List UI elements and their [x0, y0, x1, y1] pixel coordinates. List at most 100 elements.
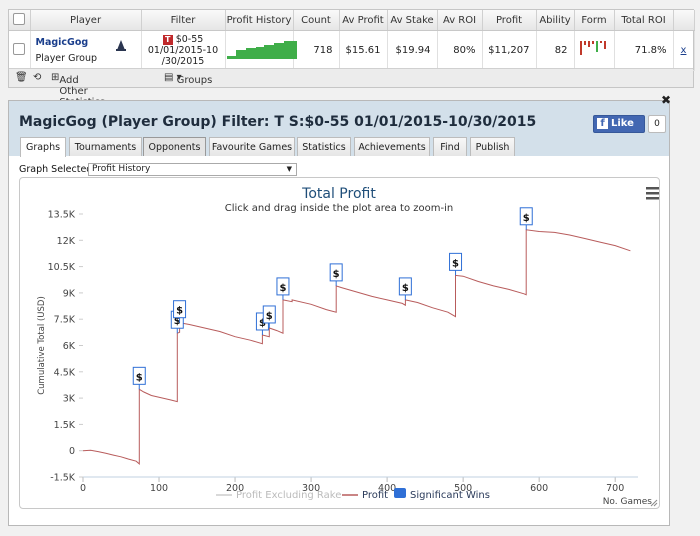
- wizard-hat-icon: [115, 40, 126, 51]
- dollar-icon: $: [136, 372, 143, 383]
- chart-menu-icon[interactable]: [646, 187, 659, 200]
- y-tick-label: 6K: [63, 341, 76, 352]
- col-profit[interactable]: Profit: [482, 10, 537, 31]
- filter-stake: $0-55: [175, 34, 204, 45]
- tab-tournaments[interactable]: Tournaments: [69, 137, 142, 156]
- menu-bar: [646, 197, 659, 200]
- chart-title: Total Profit: [301, 186, 376, 202]
- refresh-icon[interactable]: ⟲: [33, 72, 42, 83]
- select-all-checkbox-cell[interactable]: [9, 10, 31, 31]
- significant-win-marker: $: [449, 252, 463, 276]
- y-tick-label: 3K: [63, 394, 76, 405]
- like-count: 0: [648, 115, 666, 133]
- col-ability[interactable]: Ability: [536, 10, 575, 31]
- significant-win-marker: $: [173, 300, 187, 323]
- legend-item-excl-rake[interactable]: Profit Excluding Rake: [236, 490, 341, 501]
- y-tick-label: 4.5K: [54, 367, 76, 378]
- marker-box: [276, 277, 290, 296]
- groups-dropdown[interactable]: ▤ Groups ▾: [164, 72, 213, 86]
- marker-box: [262, 305, 276, 324]
- col-form[interactable]: Form: [574, 10, 615, 31]
- graph-selected-label: Graph Selected:: [19, 164, 96, 175]
- tab-graphs[interactable]: Graphs: [20, 137, 66, 157]
- tab-favourite-games[interactable]: Favourite Games: [209, 137, 295, 156]
- form-chart: [580, 41, 606, 55]
- select-all-checkbox[interactable]: [13, 12, 26, 25]
- significant-win-marker: $: [276, 277, 290, 300]
- x-tick-label: 600: [530, 483, 548, 494]
- x-tick-label: 0: [80, 483, 86, 494]
- col-av-stake[interactable]: Av Stake: [387, 10, 438, 31]
- y-tick-label: -1.5K: [50, 473, 76, 484]
- y-tick-label: 10.5K: [48, 262, 76, 273]
- facebook-like-button[interactable]: f Like: [593, 115, 645, 133]
- stats-toolbar: 🗑 ⟲ ⊞ Add Other Statistics ▤ Groups ▾: [9, 68, 693, 108]
- add-other-statistics-button[interactable]: ⊞ Add Other Statistics: [51, 72, 105, 108]
- dollar-icon: $: [523, 213, 530, 224]
- trash-icon[interactable]: 🗑: [15, 72, 28, 83]
- x-tick-label: 400: [378, 483, 396, 494]
- player-name-link[interactable]: MagicGog: [35, 37, 89, 48]
- significant-win-marker: $: [262, 305, 276, 328]
- ability-value: 82: [536, 30, 575, 71]
- marker-box: [519, 207, 533, 226]
- dollar-icon: $: [174, 316, 181, 327]
- legend-item-sig-wins[interactable]: Significant Wins: [410, 490, 490, 501]
- total-roi-value: 71.8%: [614, 30, 674, 71]
- menu-bar: [646, 187, 659, 190]
- significant-win-marker: $: [329, 263, 343, 286]
- profit-history-sparkline[interactable]: [226, 38, 298, 60]
- col-filter[interactable]: Filter: [141, 10, 226, 31]
- significant-win-marker: $: [519, 207, 533, 230]
- dollar-icon: $: [402, 283, 409, 294]
- tab-achievements[interactable]: Achievements: [354, 137, 430, 156]
- profit-series-line: [82, 229, 631, 465]
- chevron-down-icon: ▼: [286, 165, 292, 173]
- count-value: 718: [293, 30, 340, 71]
- filter-date-2: /30/2015: [161, 56, 205, 67]
- tab-publish[interactable]: Publish: [470, 137, 515, 156]
- tab-opponents[interactable]: Opponents: [143, 137, 206, 156]
- profit-chart[interactable]: Total Profit Click and drag inside the pl…: [19, 177, 660, 509]
- tab-statistics[interactable]: Statistics: [297, 137, 351, 156]
- marker-box: [449, 252, 463, 271]
- x-tick-label: 100: [150, 483, 168, 494]
- marker-box: [398, 277, 412, 296]
- av-profit-value: $15.61: [339, 30, 388, 71]
- y-tick-label: 13.5K: [48, 210, 76, 221]
- col-remove: [673, 10, 695, 31]
- row-checkbox[interactable]: [13, 43, 26, 55]
- tab-find[interactable]: Find: [433, 137, 467, 156]
- resize-handle-icon[interactable]: [650, 499, 658, 507]
- facebook-icon: f: [597, 118, 608, 129]
- y-tick-label: 7.5K: [54, 315, 76, 326]
- col-profit-history[interactable]: Profit History: [225, 10, 294, 31]
- table-row: MagicGog Player Group T $0-55 01/01/2015…: [9, 30, 695, 71]
- col-av-profit[interactable]: Av Profit: [339, 10, 388, 31]
- dollar-icon: $: [176, 306, 183, 317]
- tournament-type-icon: T: [162, 35, 173, 45]
- col-count[interactable]: Count: [293, 10, 340, 31]
- dollar-icon: $: [452, 258, 459, 269]
- panel-title: MagicGog (Player Group) Filter: T S:$0-5…: [19, 114, 537, 130]
- y-axis-title: Cumulative Total (USD): [37, 296, 47, 395]
- player-type: Player Group: [35, 53, 98, 64]
- dollar-icon: $: [333, 269, 340, 280]
- graph-select[interactable]: Profit History ▼: [88, 163, 297, 176]
- close-icon[interactable]: ✖: [660, 93, 672, 107]
- filter-date-1: 01/01/2015-10: [147, 45, 219, 56]
- col-av-roi[interactable]: Av ROI: [437, 10, 483, 31]
- legend-item-profit[interactable]: Profit: [362, 490, 388, 501]
- dollar-icon: $: [259, 318, 266, 329]
- col-player[interactable]: Player: [30, 10, 142, 31]
- significant-win-marker: $: [132, 366, 146, 390]
- col-total-roi[interactable]: Total ROI: [614, 10, 674, 31]
- player-detail-panel: MagicGog (Player Group) Filter: T S:$0-5…: [8, 94, 671, 526]
- significant-win-marker: $: [398, 277, 412, 300]
- remove-row-link[interactable]: x: [680, 45, 687, 56]
- dollar-icon: $: [266, 311, 273, 322]
- av-roi-value: 80%: [437, 30, 483, 71]
- av-stake-value: $19.94: [387, 30, 438, 71]
- x-tick-label: 300: [302, 483, 320, 494]
